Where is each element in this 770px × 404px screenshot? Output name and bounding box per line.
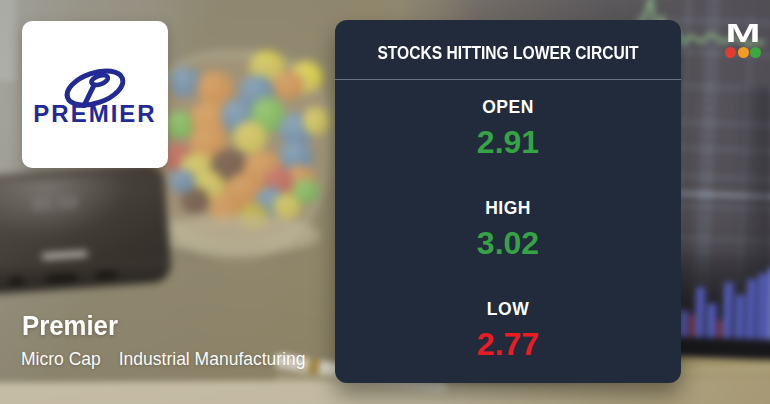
- brand-dot-green: [750, 47, 761, 58]
- stat-open-value: 2.91: [335, 127, 681, 157]
- stat-high-label: HIGH: [335, 198, 681, 218]
- stat-low-label: LOW: [335, 299, 681, 319]
- stats-list: OPEN 2.91 HIGH 3.02 LOW 2.77: [335, 80, 681, 359]
- page: 21:19 PREMIER STOCKS HITTI: [0, 0, 770, 404]
- company-meta: Micro Cap Industrial Manufacturing: [21, 349, 306, 370]
- stats-card-title: STOCKS HITTING LOWER CIRCUIT: [366, 42, 650, 64]
- stats-card: STOCKS HITTING LOWER CIRCUIT OPEN 2.91 H…: [335, 20, 681, 383]
- brand-logo: M: [721, 15, 765, 58]
- stat-low: LOW 2.77: [335, 299, 681, 359]
- stat-low-value: 2.77: [335, 329, 681, 359]
- brand-letter: M: [706, 15, 770, 46]
- company-logo-text: PREMIER: [22, 100, 168, 128]
- market-cap-label: Micro Cap: [21, 349, 101, 370]
- company-logo-card: PREMIER: [22, 21, 168, 168]
- stat-open-label: OPEN: [335, 97, 681, 117]
- stat-high: HIGH 3.02: [335, 198, 681, 258]
- stat-high-value: 3.02: [335, 228, 681, 258]
- brand-dot-red: [725, 47, 736, 58]
- brand-dots: [721, 47, 765, 58]
- sector-label: Industrial Manufacturing: [119, 349, 306, 370]
- stat-open: OPEN 2.91: [335, 97, 681, 157]
- company-name: Premier: [22, 310, 118, 342]
- brand-dot-orange: [738, 47, 749, 58]
